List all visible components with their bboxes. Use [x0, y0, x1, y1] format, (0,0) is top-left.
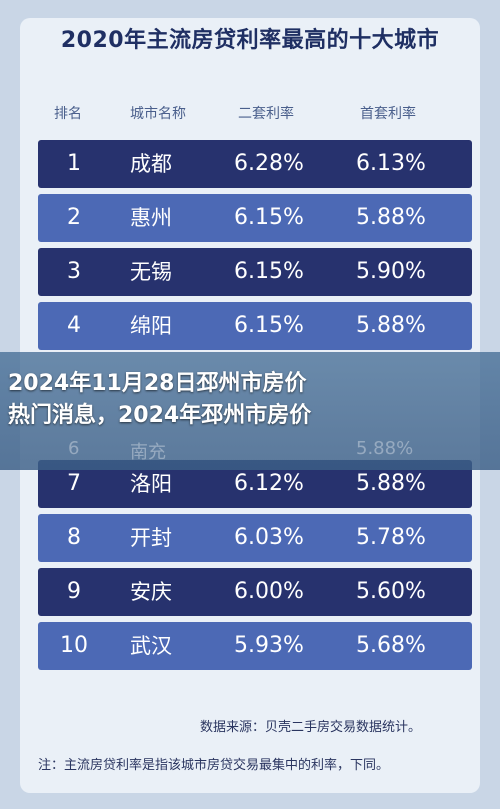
row-first-rate: 5.60% — [356, 579, 426, 604]
row-rank: 1 — [67, 151, 81, 176]
table-row: 2 惠州 6.15% 5.88% — [38, 194, 472, 242]
row-second-rate: 6.12% — [234, 471, 304, 496]
row-second-rate: 6.28% — [234, 151, 304, 176]
row-city: 绵阳 — [130, 314, 172, 338]
table-row: 9 安庆 6.00% 5.60% — [38, 568, 472, 616]
ghost-row-behind-overlay: 6 南充 5.88% — [38, 436, 472, 463]
row-second-rate: 6.15% — [234, 259, 304, 284]
row-second-rate: 5.93% — [234, 633, 304, 658]
row-rank: 7 — [67, 471, 81, 496]
header-first-rate: 首套利率 — [360, 106, 416, 122]
row-city: 安庆 — [130, 580, 172, 604]
row-first-rate: 5.88% — [356, 205, 426, 230]
row-second-rate: 6.15% — [234, 313, 304, 338]
headline-line-1: 2024年11月28日邳州市房价 — [8, 371, 307, 396]
row-city: 洛阳 — [130, 472, 172, 496]
header-city: 城市名称 — [130, 106, 186, 122]
row-city: 惠州 — [130, 206, 172, 230]
row-first-rate: 5.68% — [356, 633, 426, 658]
row-first-rate: 5.78% — [356, 525, 426, 550]
row-rank: 3 — [67, 259, 81, 284]
header-rank: 排名 — [54, 106, 82, 122]
row-city: 无锡 — [130, 260, 172, 284]
headline-line-2: 热门消息，2024年邳州市房价 — [8, 403, 312, 428]
row-city: 武汉 — [130, 634, 172, 658]
row-city: 成都 — [130, 152, 172, 176]
row-first-rate: 5.90% — [356, 259, 426, 284]
footnote: 注：主流房贷利率是指该城市房贷交易最集中的利率，下同。 — [38, 758, 390, 773]
row-second-rate: 6.00% — [234, 579, 304, 604]
row-rank: 10 — [60, 633, 88, 658]
row-first-rate: 5.88% — [356, 471, 426, 496]
table-row: 3 无锡 6.15% 5.90% — [38, 248, 472, 296]
row-first-rate: 5.88% — [356, 313, 426, 338]
article-headline[interactable]: 2024年11月28日邳州市房价 热门消息，2024年邳州市房价 — [8, 368, 494, 432]
chart-title: 2020年主流房贷利率最高的十大城市 — [60, 28, 440, 53]
table-row: 1 成都 6.28% 6.13% — [38, 140, 472, 188]
headline-overlay — [0, 352, 500, 470]
ghost-city: 南充 — [130, 442, 166, 463]
table-row: 4 绵阳 6.15% 5.88% — [38, 302, 472, 350]
ghost-first-rate: 5.88% — [356, 438, 414, 459]
row-city: 开封 — [130, 526, 172, 550]
data-source-note: 数据来源：贝壳二手房交易数据统计。 — [200, 720, 422, 735]
row-second-rate: 6.03% — [234, 525, 304, 550]
row-rank: 4 — [67, 313, 81, 338]
header-second-rate: 二套利率 — [238, 106, 294, 122]
rate-table: 1 成都 6.28% 6.13% 2 惠州 6.15% 5.88% 3 无锡 6… — [38, 140, 472, 676]
row-rank: 2 — [67, 205, 81, 230]
row-rank: 8 — [67, 525, 81, 550]
row-first-rate: 6.13% — [356, 151, 426, 176]
row-rank: 9 — [67, 579, 81, 604]
ghost-rank: 6 — [68, 438, 80, 459]
row-second-rate: 6.15% — [234, 205, 304, 230]
table-header: 排名 城市名称 二套利率 首套利率 — [38, 94, 468, 130]
table-row: 8 开封 6.03% 5.78% — [38, 514, 472, 562]
table-row: 10 武汉 5.93% 5.68% — [38, 622, 472, 670]
